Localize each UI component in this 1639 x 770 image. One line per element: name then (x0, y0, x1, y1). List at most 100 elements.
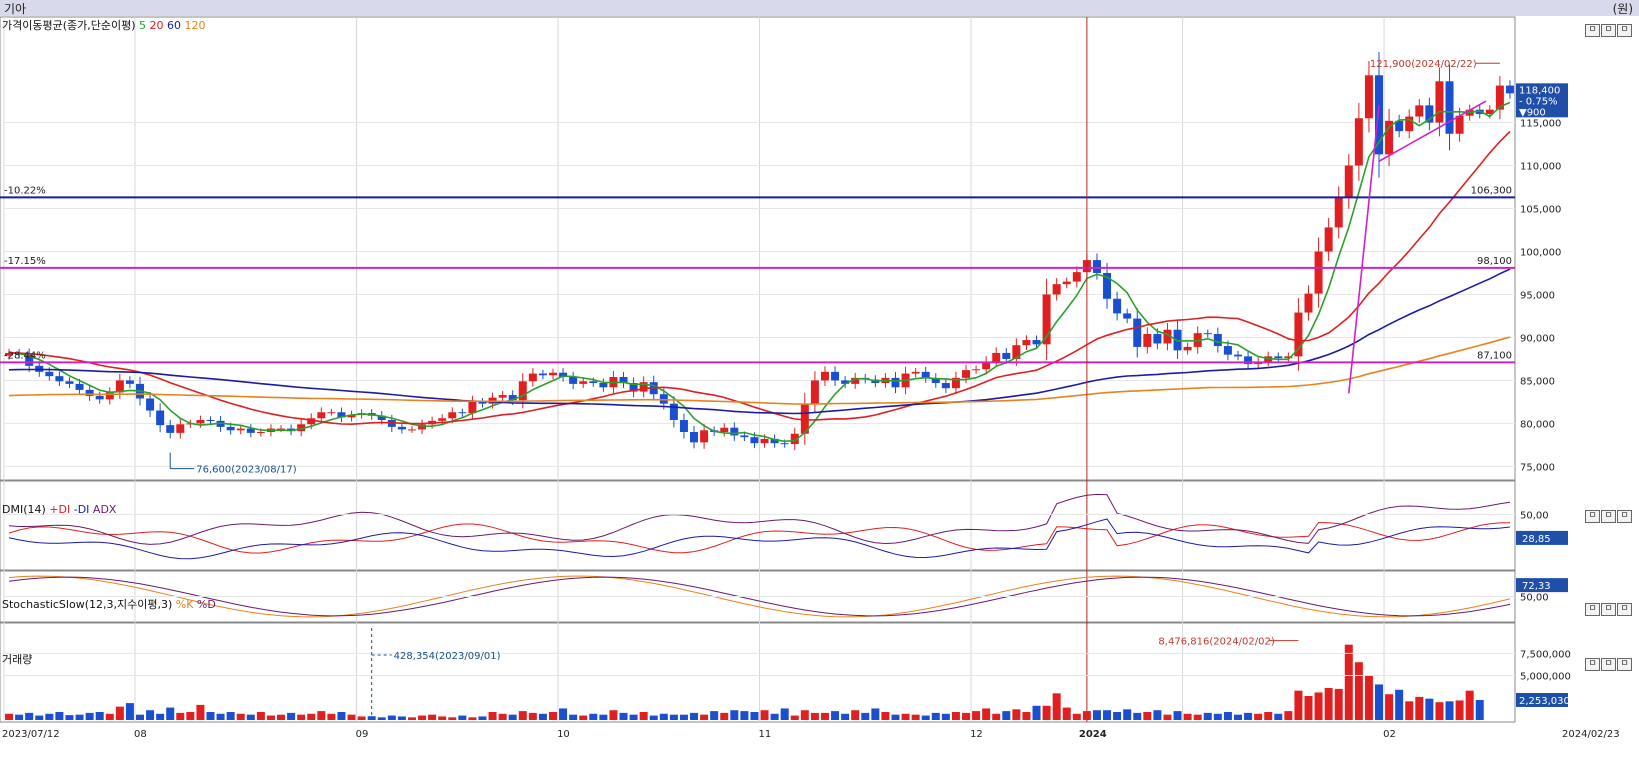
candle-body (770, 438, 779, 444)
candle-body (1052, 284, 1061, 295)
candle-body (85, 389, 94, 396)
candle-body (166, 425, 175, 433)
candle-body (1042, 294, 1051, 345)
stoch-current: 72,33 (1522, 581, 1551, 592)
stoch-k-line (8, 575, 1511, 618)
low-annotation: 76,600(2023/08/17) (196, 465, 297, 476)
volume-bar (1002, 711, 1011, 720)
minimize-icon[interactable]: ㅁ (1585, 24, 1600, 37)
candle-body (1395, 120, 1404, 132)
dmi-plus-label: +DI (49, 503, 71, 516)
dmi-adx-label: ADX (92, 503, 117, 516)
volume-bar (851, 710, 860, 720)
volume-bar (1405, 701, 1414, 720)
volume-bar (357, 716, 366, 720)
volume-bar (135, 714, 144, 720)
candle-body (851, 377, 860, 384)
candle-body (1425, 105, 1434, 123)
volume-bar (780, 708, 789, 720)
candle-body (95, 395, 104, 400)
candle-body (679, 419, 688, 433)
volume-bar (579, 715, 588, 720)
level-pct-label: -28.44% (4, 350, 46, 361)
volume-bar (256, 712, 265, 720)
maximize-icon[interactable]: ㅁ (1617, 510, 1632, 523)
candle-body (1123, 313, 1132, 319)
volume-bar (629, 714, 638, 720)
candle-body (669, 403, 678, 420)
dmi-tick-label: 50,00 (1520, 510, 1549, 521)
volume-bar (569, 714, 578, 720)
volume-bar (1284, 711, 1293, 720)
candle-body (498, 395, 507, 398)
maximize-icon[interactable]: ㅁ (1617, 603, 1632, 616)
candle-body (458, 412, 467, 414)
volume-bar (992, 713, 1001, 720)
stoch-tick-label: 50,00 (1520, 593, 1549, 604)
ma5-line (8, 101, 1511, 443)
ma5-label: 5 (139, 19, 147, 32)
x-axis-label: 08 (134, 729, 147, 740)
candle-body (941, 383, 950, 389)
candle-body (599, 383, 608, 388)
candle-body (1203, 333, 1212, 335)
maximize-icon[interactable]: ㅁ (1617, 24, 1632, 37)
volume-bar (1133, 712, 1142, 720)
dmi-minus-label: -DI (73, 503, 90, 516)
dmi-line-0 (8, 521, 1511, 554)
candle-body (1072, 272, 1081, 282)
restore-icon[interactable]: ㅁ (1601, 603, 1616, 616)
candle-body (972, 369, 981, 371)
candle-body (196, 419, 205, 424)
restore-icon[interactable]: ㅁ (1601, 24, 1616, 37)
candle-body (760, 438, 769, 444)
volume-bar (659, 713, 668, 720)
ma60-line (8, 268, 1511, 415)
candle-body (992, 352, 1001, 362)
candle-body (146, 398, 155, 411)
volume-bar (1435, 702, 1444, 720)
volume-bar (1072, 713, 1081, 720)
candle-body (256, 432, 265, 434)
stoch-panel-label: StochasticSlow(12,3,지수이평,3) %K %D (2, 596, 216, 612)
minimize-icon[interactable]: ㅁ (1585, 510, 1600, 523)
candle-body (347, 414, 356, 418)
unit-label: (원) (1612, 2, 1633, 16)
volume-bar (156, 713, 165, 720)
candle-body (921, 371, 930, 378)
volume-bar (458, 715, 467, 720)
title-bar: 기아 (원) (0, 0, 1639, 16)
volume-current: 2,253,030 (1519, 696, 1570, 707)
minimize-icon[interactable]: ㅁ (1585, 603, 1600, 616)
restore-icon[interactable]: ㅁ (1601, 658, 1616, 671)
minimize-icon[interactable]: ㅁ (1585, 658, 1600, 671)
price-tick-label: 105,000 (1520, 205, 1561, 216)
candle-body (629, 383, 638, 392)
maximize-icon[interactable]: ㅁ (1617, 658, 1632, 671)
candle-body (659, 394, 668, 404)
volume-bar (831, 711, 840, 720)
volume-bar (750, 712, 759, 720)
stoch-title: StochasticSlow(12,3,지수이평,3) (2, 598, 173, 611)
price-tick-label: 90,000 (1520, 333, 1555, 344)
volume-bar (1143, 712, 1152, 720)
volume-bar (266, 715, 275, 720)
candle-body (65, 381, 74, 384)
volume-bar (720, 712, 729, 720)
volume-bar (297, 714, 306, 720)
volume-bar (498, 713, 507, 720)
volume-bar (418, 715, 427, 720)
volume-bar (1375, 684, 1384, 720)
volume-bar (186, 712, 195, 720)
volume-bar (468, 717, 477, 720)
candle-body (1233, 354, 1242, 357)
restore-icon[interactable]: ㅁ (1601, 510, 1616, 523)
volume-bar (1223, 712, 1232, 720)
volume-bar (1334, 688, 1343, 720)
volume-bar (1294, 690, 1303, 720)
volume-tick-label: 7,500,000 (1520, 649, 1571, 660)
volume-bar (35, 715, 44, 720)
